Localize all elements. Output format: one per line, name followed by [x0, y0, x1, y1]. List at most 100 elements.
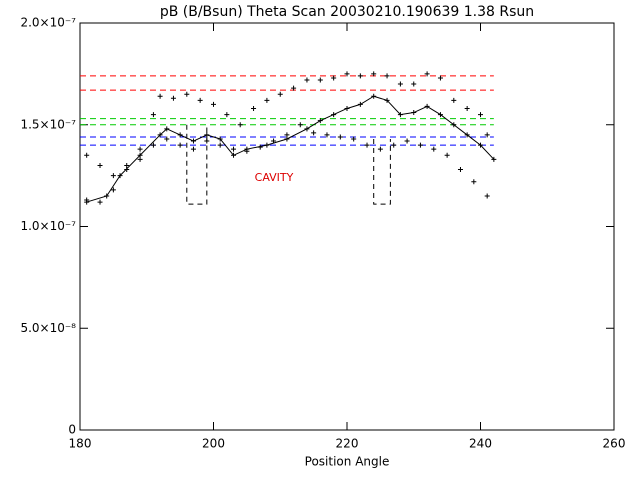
data-point	[204, 132, 210, 138]
data-point	[231, 146, 237, 152]
data-point	[211, 101, 216, 107]
data-point	[177, 132, 183, 138]
data-point	[190, 146, 196, 152]
data-point	[251, 105, 257, 111]
data-point	[444, 152, 450, 158]
cavity-box	[373, 138, 391, 205]
data-point	[177, 142, 183, 148]
data-point	[491, 156, 497, 162]
data-point	[464, 105, 470, 111]
data-point	[277, 91, 283, 97]
data-point	[231, 152, 237, 158]
data-point	[351, 136, 357, 142]
data-point	[357, 101, 363, 107]
data-point	[264, 97, 270, 103]
data-point	[150, 112, 156, 118]
data-point	[457, 167, 463, 173]
data-point	[484, 132, 490, 138]
data-point	[204, 138, 210, 144]
data-point	[150, 142, 156, 148]
y-tick-label: 1.0×10⁻⁷	[20, 219, 76, 233]
data-point	[437, 75, 443, 81]
y-tick-label: 5.0×10⁻⁸	[20, 321, 76, 335]
y-tick-label: 1.5×10⁻⁷	[20, 117, 76, 131]
data-point	[371, 93, 377, 99]
data-point	[431, 146, 437, 152]
data-point	[110, 173, 116, 179]
data-point	[437, 112, 443, 118]
data-point	[404, 138, 410, 144]
data-point	[464, 132, 470, 138]
data-point	[377, 146, 383, 152]
x-tick-label: 240	[469, 437, 492, 451]
data-point	[170, 95, 176, 101]
data-point	[317, 118, 323, 124]
data-point	[184, 91, 190, 97]
data-point	[84, 199, 90, 205]
x-tick-label: 180	[69, 437, 92, 451]
data-point	[317, 77, 323, 83]
data-point	[291, 85, 297, 91]
data-point	[244, 146, 250, 152]
data-point	[451, 122, 457, 128]
data-point	[297, 122, 303, 128]
data-point	[478, 142, 483, 148]
data-point	[411, 81, 417, 87]
data-point	[478, 112, 483, 118]
data-point	[391, 142, 397, 148]
data-point	[137, 152, 143, 158]
data-point	[484, 193, 490, 199]
data-point	[217, 136, 223, 142]
data-point	[157, 132, 163, 138]
data-point	[411, 110, 417, 116]
data-point	[104, 193, 110, 199]
data-point	[364, 142, 370, 148]
data-point	[197, 97, 203, 103]
x-tick-label: 220	[336, 437, 359, 451]
data-point	[471, 179, 477, 185]
data-point	[417, 142, 423, 148]
x-axis-label: Position Angle	[305, 455, 390, 469]
chart-title: pB (B/Bsun) Theta Scan 20030210.190639 1…	[160, 4, 534, 20]
data-point	[237, 122, 243, 128]
x-tick-label: 260	[603, 437, 626, 451]
data-point	[331, 75, 337, 81]
data-point	[337, 134, 343, 140]
cavity-box	[186, 124, 208, 205]
data-point	[190, 138, 196, 144]
annotation: CAVITY	[255, 171, 294, 184]
data-point	[384, 73, 390, 79]
data-point	[371, 71, 377, 77]
y-tick-label: 2.0×10⁻⁷	[20, 16, 76, 30]
data-point	[324, 132, 330, 138]
data-point	[110, 187, 116, 193]
data-point	[397, 112, 403, 118]
x-tick-label: 200	[202, 437, 225, 451]
data-point	[397, 81, 403, 87]
data-point	[384, 97, 390, 103]
data-point	[164, 126, 170, 132]
data-point	[137, 146, 143, 152]
data-point	[164, 136, 170, 142]
data-point	[97, 162, 103, 168]
data-point	[284, 136, 290, 142]
data-point	[424, 103, 430, 109]
data-point	[84, 152, 90, 158]
data-point	[451, 97, 457, 103]
data-point	[331, 112, 337, 118]
y-tick-label: 0	[68, 423, 76, 437]
data-point	[424, 71, 430, 77]
data-point	[217, 142, 223, 148]
data-point	[117, 173, 123, 179]
data-point	[304, 126, 310, 132]
data-point	[97, 199, 103, 205]
data-point	[224, 112, 230, 118]
data-point	[344, 105, 350, 111]
data-point	[357, 73, 363, 79]
data-point	[344, 71, 350, 77]
data-point	[264, 142, 270, 148]
data-point	[311, 130, 317, 136]
data-point	[304, 77, 310, 83]
